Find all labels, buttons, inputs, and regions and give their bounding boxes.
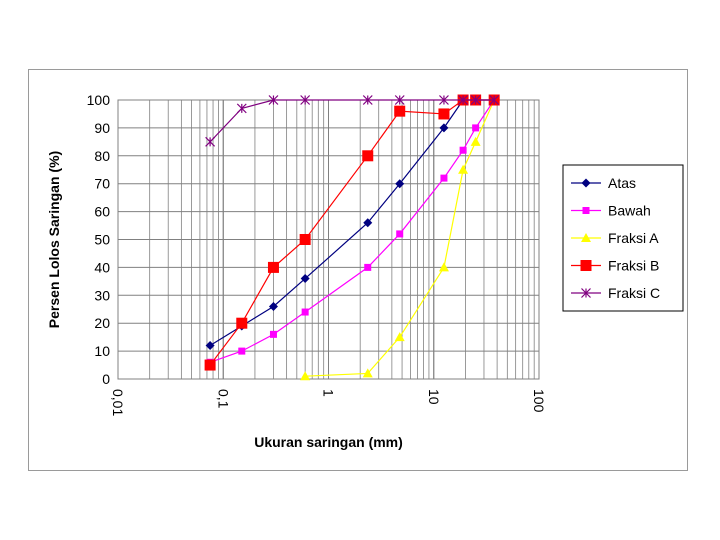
y-tick-label: 20 (94, 315, 110, 331)
y-tick-label: 70 (94, 176, 110, 192)
data-point (438, 262, 449, 272)
legend-item: Atas (571, 175, 636, 191)
data-point (300, 274, 310, 284)
legend-label: Fraksi A (608, 230, 659, 246)
y-tick-label: 10 (94, 343, 110, 359)
data-point (459, 146, 467, 154)
data-point (394, 332, 405, 342)
y-tick-label: 60 (94, 204, 110, 220)
data-point (582, 207, 590, 214)
data-point (394, 95, 405, 105)
data-point (394, 105, 406, 117)
x-tick-labels: 0,01 0,1 1 10 100 (110, 389, 547, 416)
series-line (209, 99, 495, 363)
data-point (362, 95, 373, 105)
data-point (362, 150, 374, 162)
legend-label: Fraksi C (608, 285, 660, 301)
series-fraksi-b (204, 94, 500, 371)
chart-svg: 0 10 20 30 40 50 60 70 80 90 100 0,01 0,1 1 10 100 Uku… (46, 92, 684, 450)
series-line (209, 99, 495, 143)
x-tick-label: 0,01 (110, 389, 126, 416)
data-point (580, 260, 592, 271)
legend-item: Fraksi A (571, 230, 659, 246)
data-point (236, 317, 248, 329)
data-point (458, 164, 469, 174)
data-point (581, 178, 591, 188)
legend-label: Fraksi B (608, 258, 659, 274)
data-point (439, 123, 449, 133)
y-tick-label: 0 (102, 371, 110, 387)
x-tick-label: 0,1 (215, 389, 231, 409)
x-tick-label: 100 (531, 389, 547, 413)
y-tick-label: 50 (94, 232, 110, 248)
legend-item: Fraksi B (571, 258, 659, 274)
data-point (268, 301, 278, 311)
data-point (438, 108, 450, 120)
y-tick-labels: 0 10 20 30 40 50 60 70 80 90 100 (87, 92, 111, 387)
data-point (238, 347, 246, 355)
data-point (204, 359, 216, 371)
x-axis-title: Ukuran saringan (mm) (254, 434, 403, 450)
series-line (209, 99, 495, 347)
y-tick-label: 40 (94, 259, 110, 275)
data-point (395, 179, 405, 189)
data-point (440, 174, 448, 182)
legend-label: Bawah (608, 203, 651, 219)
data-point (205, 341, 215, 351)
data-point (396, 230, 404, 238)
y-tick-label: 30 (94, 287, 110, 303)
legend-item: Fraksi C (571, 285, 660, 301)
chart-frame: 0 10 20 30 40 50 60 70 80 90 100 0,01 0,1 1 10 100 Uku… (28, 69, 688, 471)
data-point (489, 95, 500, 105)
series-line (209, 99, 495, 366)
data-point (300, 371, 311, 381)
data-point (458, 95, 469, 105)
data-point (205, 136, 216, 147)
data-point (364, 263, 372, 271)
data-point (267, 261, 279, 273)
data-point (439, 95, 449, 105)
data-point (362, 368, 373, 378)
y-tick-label: 100 (87, 92, 111, 108)
data-point (581, 233, 591, 242)
x-tick-label: 10 (426, 389, 442, 405)
series-layer (204, 94, 500, 381)
y-tick-label: 90 (94, 120, 110, 136)
legend-label: Atas (608, 175, 636, 191)
x-tick-label: 1 (321, 389, 337, 397)
data-point (472, 124, 480, 132)
y-tick-label: 80 (94, 148, 110, 164)
data-point (363, 218, 373, 228)
data-point (236, 103, 247, 114)
data-point (470, 136, 481, 146)
data-point (299, 234, 311, 245)
data-point (268, 95, 279, 105)
legend-item: Bawah (571, 203, 651, 219)
data-point (470, 95, 481, 105)
y-axis-title: Persen Lolos Saringan (%) (46, 151, 62, 328)
data-point (300, 95, 311, 105)
series-fraksi-a (300, 95, 500, 381)
data-point (581, 288, 591, 298)
data-point (269, 330, 277, 338)
series-bawah (206, 96, 498, 366)
series-atas (205, 95, 499, 351)
data-point (301, 308, 309, 316)
series-fraksi-c (205, 95, 500, 147)
legend: Atas Bawah Fraksi A Fraksi B Fraksi C (562, 164, 684, 312)
